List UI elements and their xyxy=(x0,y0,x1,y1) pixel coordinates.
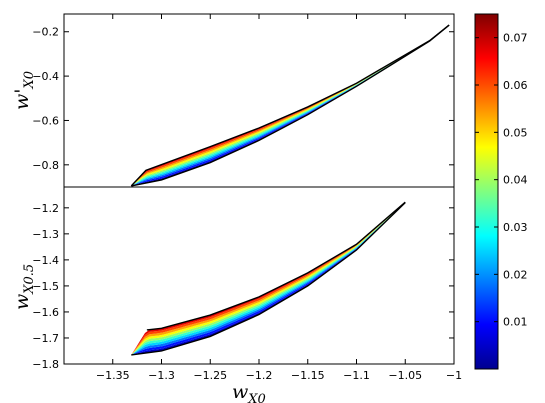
top-y-label-main: w' xyxy=(11,89,33,111)
colorbar-tick-label: 0.03 xyxy=(503,221,528,234)
y-tick-label: −0.2 xyxy=(32,26,59,39)
colorbar: 0.01 0.02 0.03 0.04 0.05 0.06 0.07 xyxy=(474,13,528,370)
band-layer xyxy=(131,202,406,355)
y-tick-label: −0.8 xyxy=(32,159,59,172)
x-axis-label: wX0 xyxy=(232,381,266,403)
x-tick-label: −1.3 xyxy=(148,369,175,382)
colorbar-tick-label: 0.01 xyxy=(503,316,528,329)
top-y-ticks: −0.2 −0.4 −0.6 −0.8 xyxy=(32,26,454,172)
bottom-x-ticks: −1.35 −1.3 −1.25 −1.2 −1.15 −1.1 −1.05 −1 xyxy=(96,14,462,382)
colorbar-tick-label: 0.06 xyxy=(503,79,528,92)
y-tick-label: −0.4 xyxy=(32,70,59,83)
x-tick-label: −1.15 xyxy=(291,369,325,382)
x-tick-label: −1.35 xyxy=(96,369,130,382)
x-label-sub: X0 xyxy=(247,392,266,403)
x-label-main: w xyxy=(232,381,248,403)
band-layer xyxy=(131,25,450,186)
bottom-y-label-sub: X0.5 xyxy=(22,264,37,295)
colorbar-gradient xyxy=(474,13,499,370)
bottom-y-label-main: w xyxy=(11,294,33,310)
band-lower-edge xyxy=(131,24,450,187)
top-panel: −0.2 −0.4 −0.6 −0.8 w'X0 xyxy=(11,13,455,188)
colorbar-ticks: 0.01 0.02 0.03 0.04 0.05 0.06 0.07 xyxy=(475,32,528,329)
x-tick-label: −1.05 xyxy=(388,369,422,382)
band-lower-edge xyxy=(131,202,406,356)
bottom-panel: −1.2−1.3−1.4−1.5−1.6−1.7−1.8 −1.35 −1.3 −1… xyxy=(11,14,462,403)
x-tick-label: −1.2 xyxy=(246,369,273,382)
top-y-label-sub: X0 xyxy=(22,71,37,90)
top-y-axis-label: w'X0 xyxy=(11,71,37,110)
x-tick-label: −1.25 xyxy=(193,369,227,382)
colorbar-tick-label: 0.05 xyxy=(503,126,528,139)
top-plot-frame xyxy=(63,13,455,188)
bottom-plot-frame xyxy=(63,186,455,365)
colorbar-tick-label: 0.07 xyxy=(503,32,528,45)
colorbar-tick-label: 0.02 xyxy=(503,268,528,281)
y-tick-label: −0.6 xyxy=(32,114,59,127)
y-tick-label: −1.2 xyxy=(32,202,59,215)
bottom-y-axis-label: wX0.5 xyxy=(11,264,37,310)
y-tick-label: −1.7 xyxy=(32,332,59,345)
band-upper-edge xyxy=(146,201,406,331)
y-tick-label: −1.5 xyxy=(32,280,59,293)
bottom-y-ticks: −1.2 −1.3 −1.4 −1.5 −1.6 −1.7 −1.8 xyxy=(32,202,454,371)
x-tick-label: −1 xyxy=(446,369,462,382)
y-tick-label: −1.8 xyxy=(32,358,59,371)
y-tick-label: −1.6 xyxy=(32,306,59,319)
colorbar-tick-label: 0.04 xyxy=(503,174,528,187)
y-tick-label: −1.3 xyxy=(32,228,59,241)
y-tick-label: −1.4 xyxy=(32,254,59,267)
x-tick-label: −1.1 xyxy=(343,369,370,382)
top-band xyxy=(130,24,450,187)
bottom-band xyxy=(131,201,406,356)
